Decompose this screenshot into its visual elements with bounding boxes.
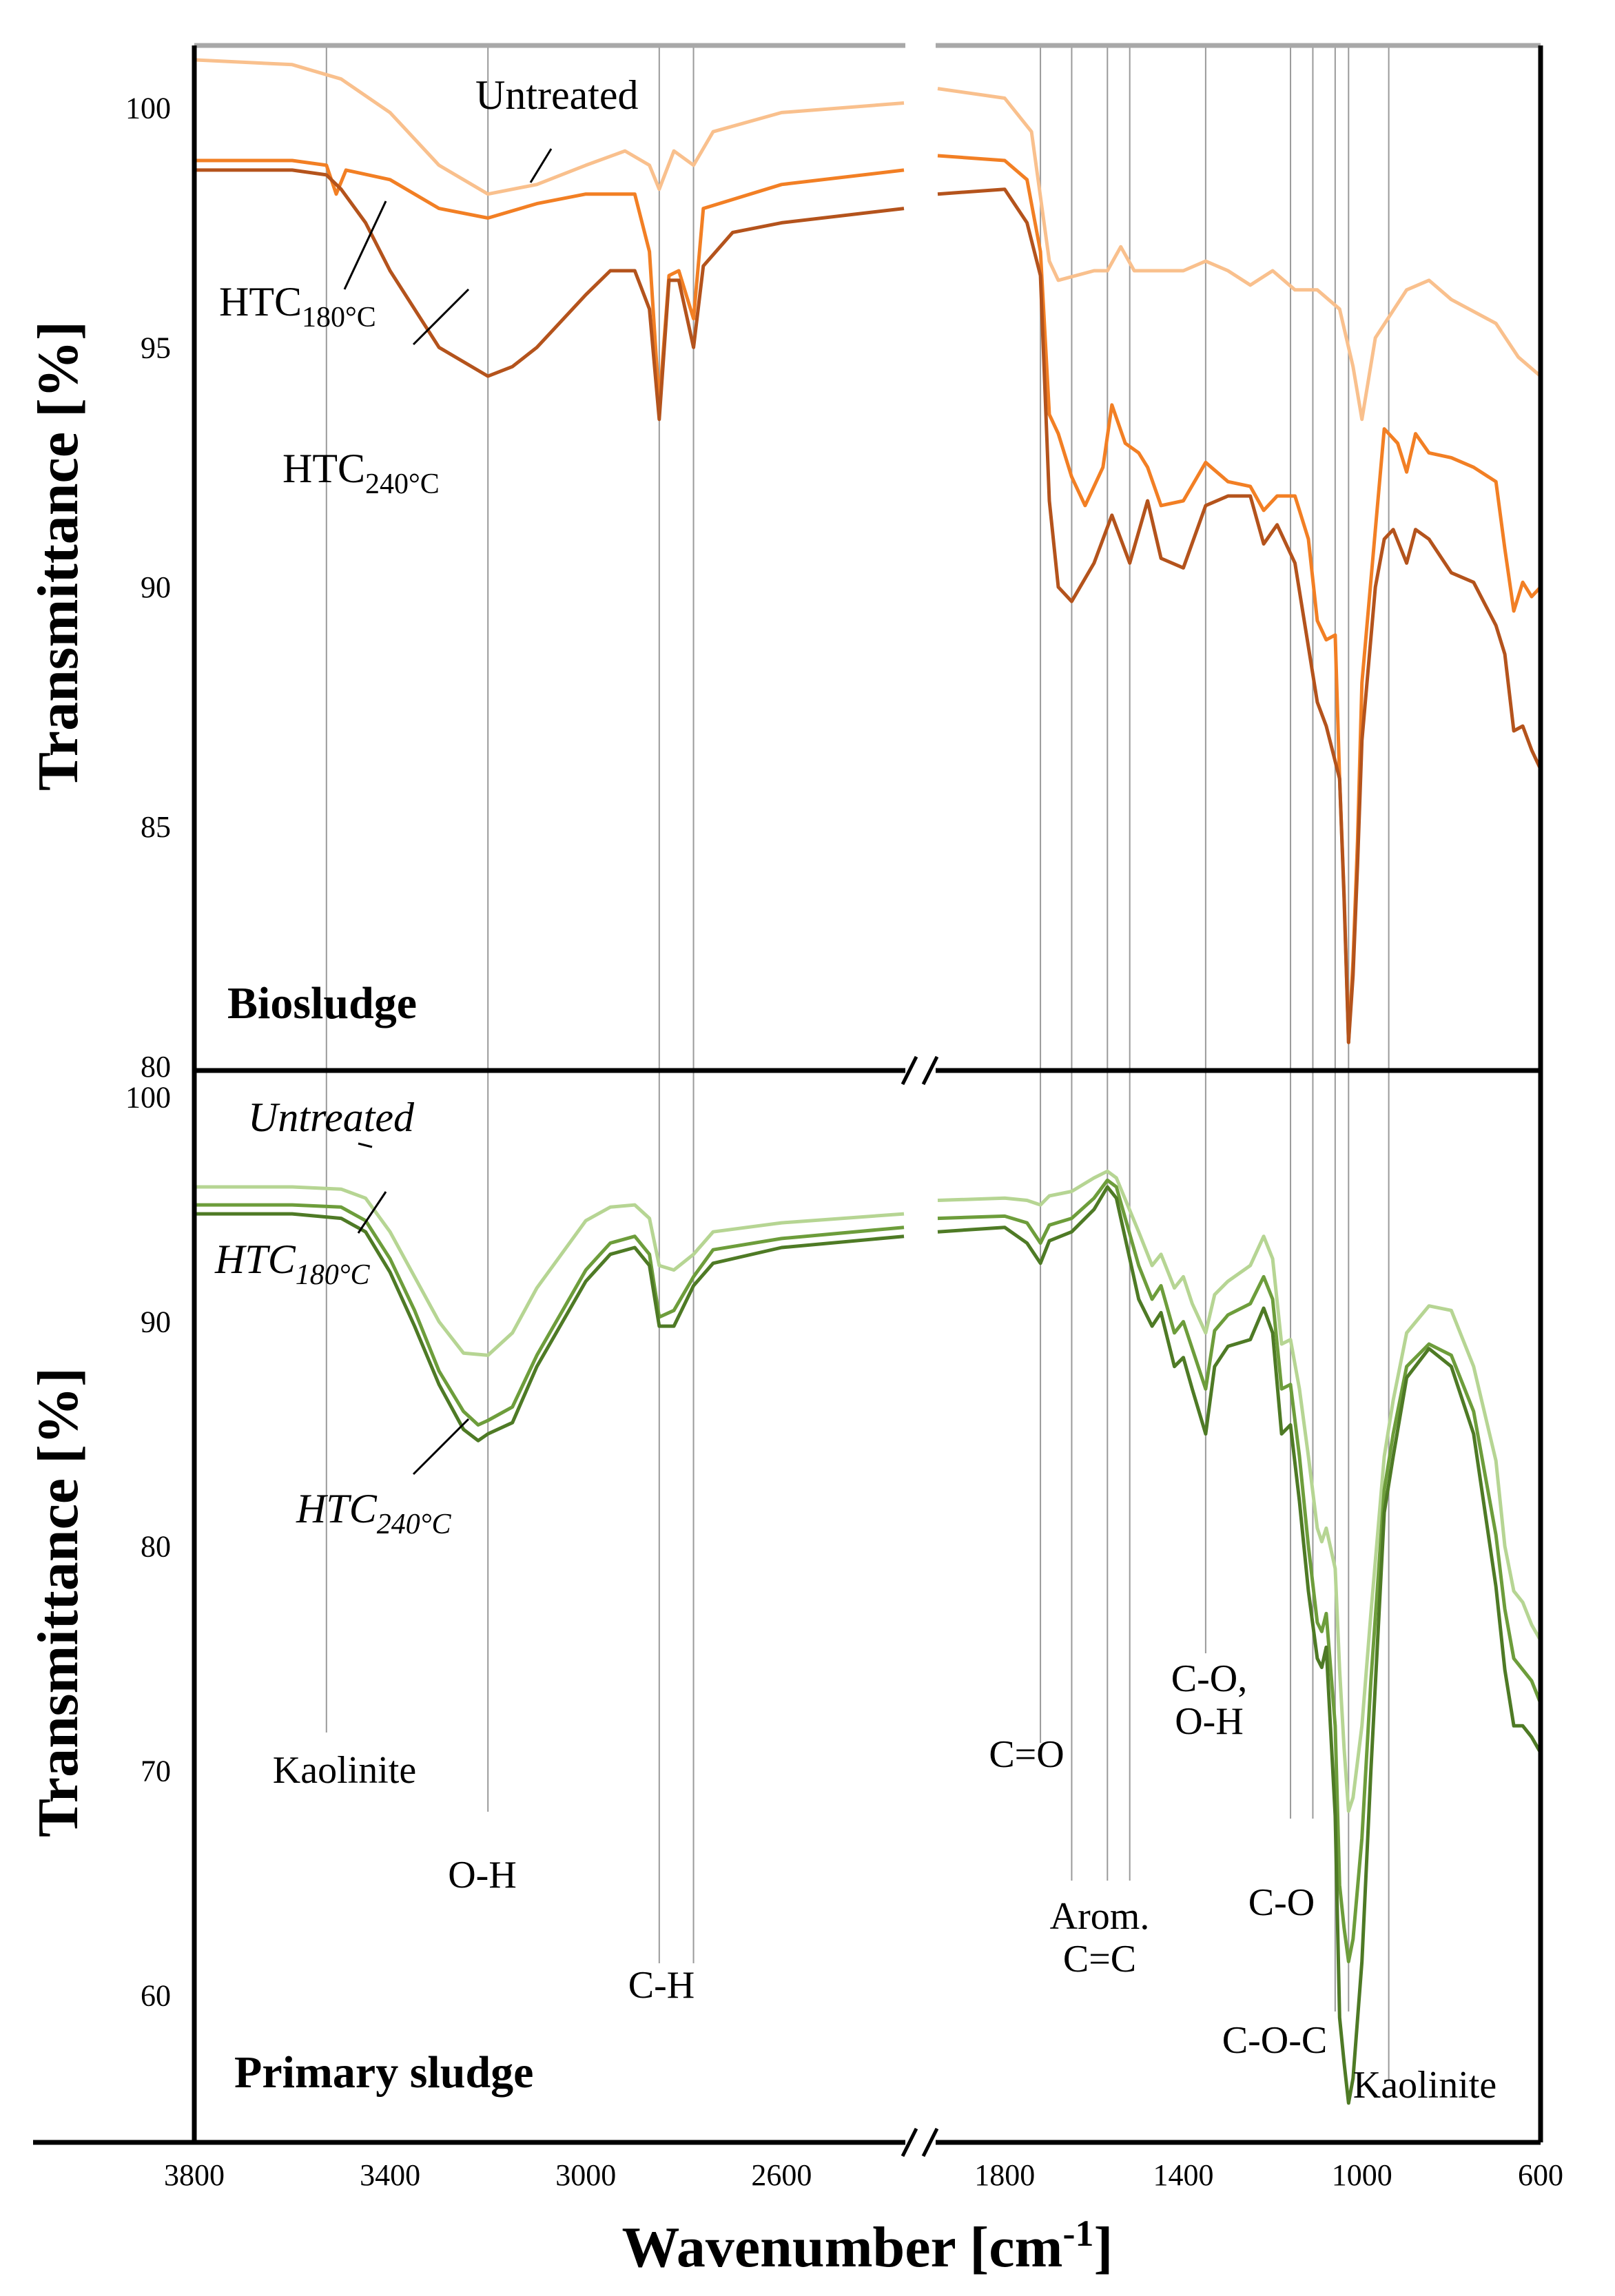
y-tick-label: 70: [141, 1754, 171, 1788]
series-line-primary-sludge-htc180c: [194, 1203, 905, 1427]
band-annotation: C=O: [989, 1733, 1064, 1776]
x-tick-label: 2600: [751, 2158, 812, 2192]
series-layer: [194, 58, 1543, 2105]
y-tick-label: 80: [141, 1530, 171, 1564]
series-line-primary-sludge-htc180c: [937, 1178, 1543, 1963]
y-tick-label: 60: [141, 1978, 171, 2012]
series-label-leader: [358, 1142, 373, 1148]
y-tick-label: 80: [141, 1050, 171, 1084]
series-line-biosludge-htc180c: [937, 154, 1542, 1044]
series-label-primary-sludge-htc240c: HTC240°C: [296, 1486, 452, 1540]
series-line-biosludge-htc240c: [937, 187, 1543, 1044]
series-label-primary-sludge-untreated: Untreated: [248, 1095, 415, 1140]
axis-break-mark: [901, 1055, 918, 1086]
series-label-primary-sludge-htc180c: HTC180°C: [214, 1237, 371, 1291]
series-line-biosludge-htc240c: [194, 168, 905, 422]
series-label-biosludge-htc180c: HTC180°C: [219, 279, 376, 333]
labels-layer: 3800 3400 3000 2600 1800 1400 1000 600 Wavenumbe…: [26, 72, 1563, 2279]
series-line-primary-sludge-htc240c: [194, 1212, 905, 1442]
x-axis-title: Wavenumber [cm-1]: [621, 2213, 1113, 2279]
band-annotation: O-H: [448, 1854, 517, 1896]
x-tick-label: 3400: [360, 2158, 420, 2192]
axis-break-mark: [921, 1055, 939, 1086]
series-line-primary-sludge-untreated: [937, 1169, 1543, 1813]
plot-frame: [33, 41, 1543, 2158]
y-tick-label: 90: [141, 1305, 171, 1339]
series-label-leader: [412, 288, 470, 346]
band-annotation: O-H: [1175, 1700, 1244, 1743]
y-axis-title: Transmittance [%]: [26, 321, 90, 791]
y-tick-label: 100: [125, 1081, 171, 1115]
series-label-biosludge-htc240c: HTC240°C: [282, 446, 440, 500]
series-label-biosludge-untreated: Untreated: [475, 72, 639, 118]
x-tick-label: 600: [1518, 2158, 1563, 2192]
x-tick-label: 1000: [1332, 2158, 1392, 2192]
series-label-leader: [343, 200, 387, 290]
band-annotation: Kaolinite: [273, 1749, 416, 1792]
axis-break-mark: [921, 2127, 939, 2158]
panel-label-primary-sludge: Primary sludge: [234, 2047, 533, 2098]
series-line-biosludge-untreated: [194, 58, 905, 196]
band-annotation: Kaolinite: [1353, 2064, 1496, 2107]
x-tick-label: 1400: [1153, 2158, 1213, 2192]
y-tick-label: 100: [125, 91, 171, 125]
y-axis-title: Transmittance [%]: [26, 1367, 90, 1837]
band-annotation: C-O-C: [1222, 2019, 1327, 2062]
series-line-biosludge-htc180c: [194, 158, 905, 407]
band-annotation: Arom.: [1050, 1895, 1150, 1938]
x-tick-label: 3800: [164, 2158, 225, 2192]
band-annotation: C-H: [628, 1964, 695, 2007]
x-tick-label: 1800: [974, 2158, 1035, 2192]
axis-break-mark: [901, 2127, 918, 2158]
panel-label-biosludge: Biosludge: [227, 978, 417, 1028]
axis-break-gap: [905, 41, 936, 50]
x-tick-label: 3000: [555, 2158, 616, 2192]
series-line-biosludge-untreated: [937, 87, 1542, 422]
series-label-leader: [357, 1191, 387, 1234]
y-tick-label: 90: [141, 570, 171, 604]
y-tick-label: 95: [141, 331, 171, 364]
band-annotation: C-O,: [1171, 1657, 1247, 1700]
series-label-leader: [412, 1418, 470, 1476]
series-line-primary-sludge-htc240c: [937, 1185, 1543, 2105]
band-annotation: C=C: [1063, 1938, 1136, 1980]
series-label-leader: [529, 148, 553, 183]
band-annotation: C-O: [1248, 1881, 1315, 1924]
band-lines: [325, 45, 1390, 2080]
y-tick-label: 85: [141, 810, 171, 844]
